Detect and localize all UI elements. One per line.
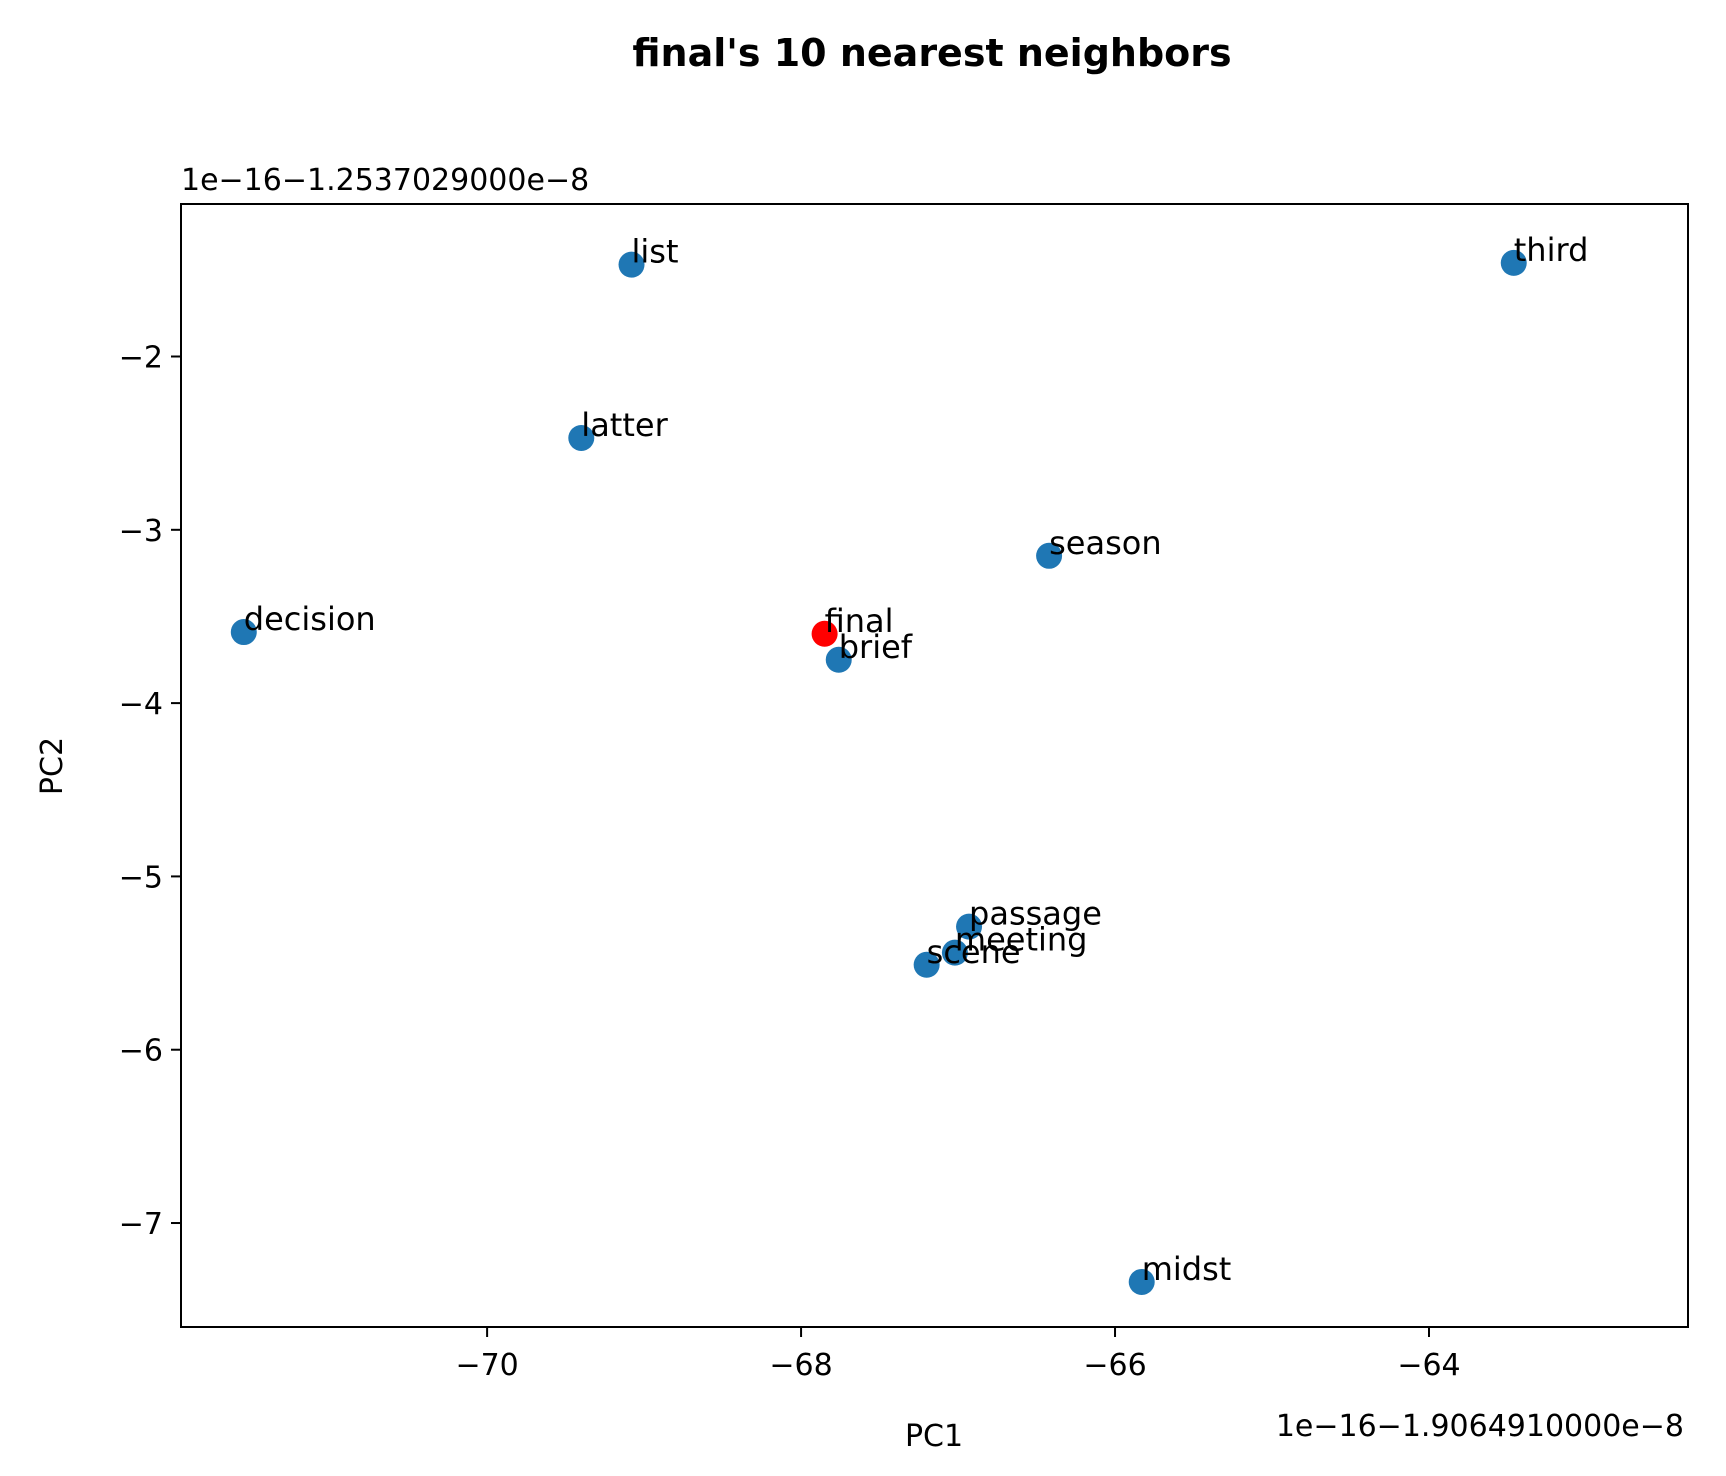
x-tick-label: −70 <box>455 1348 518 1383</box>
point-label-season: season <box>1049 524 1162 562</box>
y-tick-label: −7 <box>119 1207 163 1242</box>
data-point-decision <box>230 619 257 646</box>
data-point-brief <box>825 646 852 673</box>
y-tick-label: −6 <box>119 1034 163 1069</box>
point-label-midst: midst <box>1142 1250 1232 1288</box>
plot-area-frame <box>180 203 1689 1328</box>
y-tick-label: −3 <box>119 514 163 549</box>
y-axis-label: PC2 <box>35 737 70 795</box>
point-label-latter: latter <box>581 406 668 444</box>
data-point-midst <box>1128 1268 1155 1295</box>
data-point-scene <box>913 951 940 978</box>
x-tick-label: −66 <box>1083 1348 1146 1383</box>
point-label-final: final <box>825 602 894 640</box>
x-axis-label: PC1 <box>905 1419 963 1454</box>
data-point-latter <box>568 424 595 451</box>
x-tick-label: −64 <box>1397 1348 1460 1383</box>
y-tick-label: −5 <box>119 860 163 895</box>
axis-ticks: −70 −68 −66 −64 −2 −3 −4 −5 −6 −7 <box>119 341 1461 1383</box>
data-point-final <box>811 620 838 647</box>
point-label-brief: brief <box>839 628 913 666</box>
y-offset-label: 1e−16−1.2537029000e−8 <box>181 163 589 198</box>
point-label-meeting: meeting <box>955 921 1088 959</box>
point-label-list: list <box>632 233 679 271</box>
chart-title: final's 10 nearest neighbors <box>632 31 1231 75</box>
data-point-list <box>618 251 645 278</box>
y-tick-label: −4 <box>119 687 163 722</box>
point-label-scene: scene <box>927 933 1021 971</box>
data-point-meeting <box>941 939 968 966</box>
point-label-third: third <box>1514 231 1589 269</box>
data-points <box>230 249 1527 1295</box>
x-offset-label: 1e−16−1.9064910000e−8 <box>1276 1409 1684 1444</box>
data-point-third <box>1500 249 1527 276</box>
data-point-passage <box>956 913 983 940</box>
point-label-decision: decision <box>244 600 376 638</box>
point-labels: list third latter season decision brief passag… <box>244 231 1589 1288</box>
y-tick-label: −2 <box>119 341 163 376</box>
data-point-season <box>1036 542 1063 569</box>
point-label-passage: passage <box>969 895 1102 933</box>
x-tick-label: −68 <box>769 1348 832 1383</box>
